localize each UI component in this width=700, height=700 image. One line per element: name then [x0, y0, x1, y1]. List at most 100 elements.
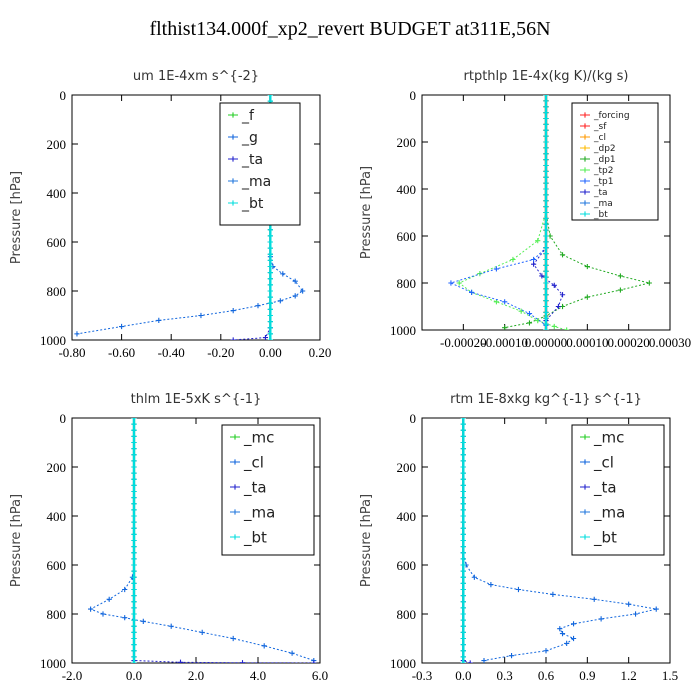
legend-swatch-marker — [582, 123, 588, 129]
series-point-bt — [460, 482, 466, 488]
series-point-bt — [543, 95, 549, 98]
series-point-dp1 — [584, 263, 590, 270]
series-point-bt — [460, 580, 466, 586]
series-point-bt — [543, 315, 549, 321]
series-point-bt — [131, 531, 137, 537]
x-tick-label: 2.0 — [188, 668, 204, 683]
legend-entry-label: _sf — [593, 122, 607, 132]
legend-entry-label: _ma — [593, 503, 625, 522]
series-point-tp2 — [456, 280, 462, 286]
series-point-bt — [131, 635, 137, 642]
series-point-bt — [131, 439, 137, 446]
plot-frame — [71, 94, 321, 341]
legend-entry-label: _mc — [593, 428, 624, 447]
series-point-cl — [261, 643, 267, 649]
legend-swatch-marker — [582, 509, 588, 515]
series-point-bt — [460, 470, 466, 476]
x-tick-label: -0.00010 — [481, 335, 528, 350]
series-point-bt — [460, 464, 466, 470]
x-tick-label: -0.60 — [108, 345, 135, 360]
legend-entry-label: _tp2 — [593, 166, 613, 176]
legend-swatch-marker — [230, 112, 236, 118]
x-tick-label: 1.5 — [662, 668, 678, 683]
series-point-cl — [508, 653, 515, 659]
series-point-bt — [131, 519, 137, 525]
legend-swatch-marker — [582, 167, 588, 173]
series-point-tp1 — [502, 299, 508, 305]
series-point-bt — [267, 331, 273, 337]
series-point-bt — [543, 274, 549, 280]
x-tick-label: 0.00000 — [525, 335, 567, 350]
series-point-bt — [131, 568, 137, 574]
series-point-bt — [267, 337, 273, 340]
series-point-bt — [131, 482, 137, 488]
series-point-dp1 — [617, 287, 623, 293]
series-point-bt — [543, 151, 549, 157]
series-point-cl — [550, 591, 556, 597]
y-tick-label: 1000 — [40, 656, 66, 671]
series-point-tp1 — [469, 289, 475, 295]
series-point-ta — [262, 334, 269, 340]
series-point-bt — [131, 446, 137, 452]
series-point-tp1 — [526, 310, 533, 317]
x-tick-label: 1.2 — [621, 668, 637, 683]
series-point-bt — [460, 635, 466, 642]
series-point-g — [74, 331, 80, 337]
series-point-ta — [559, 292, 566, 298]
series-point-bt — [460, 476, 466, 482]
legend-swatch-marker — [582, 534, 588, 540]
series-point-tp2 — [510, 256, 516, 263]
series-point-bt — [543, 221, 549, 227]
chart-4: rtm 1E-8xkg kg^{-1} s^{-1} Pressure [hPa]… — [359, 392, 678, 683]
series-point-bt — [543, 186, 549, 192]
series-point-bt — [131, 593, 137, 599]
legend-swatch-marker — [232, 434, 238, 440]
legend-swatch-marker — [582, 156, 588, 162]
series-point-bt — [131, 433, 137, 439]
series-point-bt — [543, 209, 549, 216]
legend-swatch-marker — [230, 200, 236, 206]
series-point-bt — [267, 325, 273, 331]
series-point-bt — [267, 312, 273, 319]
chart-title: rtpthlp 1E-4x(kg K)/(kg s) — [464, 69, 629, 84]
x-tick-label: -0.40 — [158, 345, 185, 360]
series-point-bt — [460, 418, 466, 421]
series-point-bt — [543, 162, 549, 169]
series-point-bt — [131, 648, 137, 654]
series-point-bt — [460, 525, 466, 531]
y-tick-label: 1000 — [390, 323, 416, 338]
series-line-cl — [462, 418, 657, 661]
series-line-tp1 — [449, 95, 547, 326]
series-point-bt — [460, 439, 466, 446]
series-point-bt — [543, 321, 549, 327]
series-point-bt — [131, 470, 137, 476]
x-tick-label: 0.00 — [259, 345, 282, 360]
legend-entry-label: _tp1 — [593, 177, 613, 187]
series-point-bt — [460, 513, 466, 519]
legend-entry-label: _ta — [243, 478, 267, 497]
y-axis-label: Pressure [hPa] — [359, 494, 374, 587]
series-point-bt — [131, 623, 137, 629]
y-tick-label: 600 — [397, 558, 417, 573]
series-point-bt — [460, 537, 466, 544]
y-tick-label: 200 — [47, 137, 67, 152]
series-point-bt — [460, 660, 466, 663]
series-point-bt — [131, 458, 137, 464]
chart-title: um 1E-4xm s^{-2} — [133, 69, 259, 84]
series-point-bt — [543, 192, 549, 198]
series-point-bt — [131, 660, 137, 663]
series-point-bt — [131, 421, 137, 427]
series-point-bt — [131, 488, 137, 495]
series-point-g — [198, 312, 204, 319]
series-point-bt — [460, 507, 466, 513]
series-point-g — [280, 271, 286, 277]
series-point-bt — [543, 303, 549, 310]
series-point-bt — [131, 605, 137, 611]
series-point-bt — [267, 227, 273, 233]
legend: _forcing_sf_cl_dp2_dp1_tp2_tp1_ta_ma_bt — [571, 102, 659, 221]
series-point-bt — [267, 233, 273, 239]
y-tick-label: 600 — [397, 229, 417, 244]
series-point-bt — [460, 562, 466, 568]
series-point-bt — [543, 98, 549, 104]
